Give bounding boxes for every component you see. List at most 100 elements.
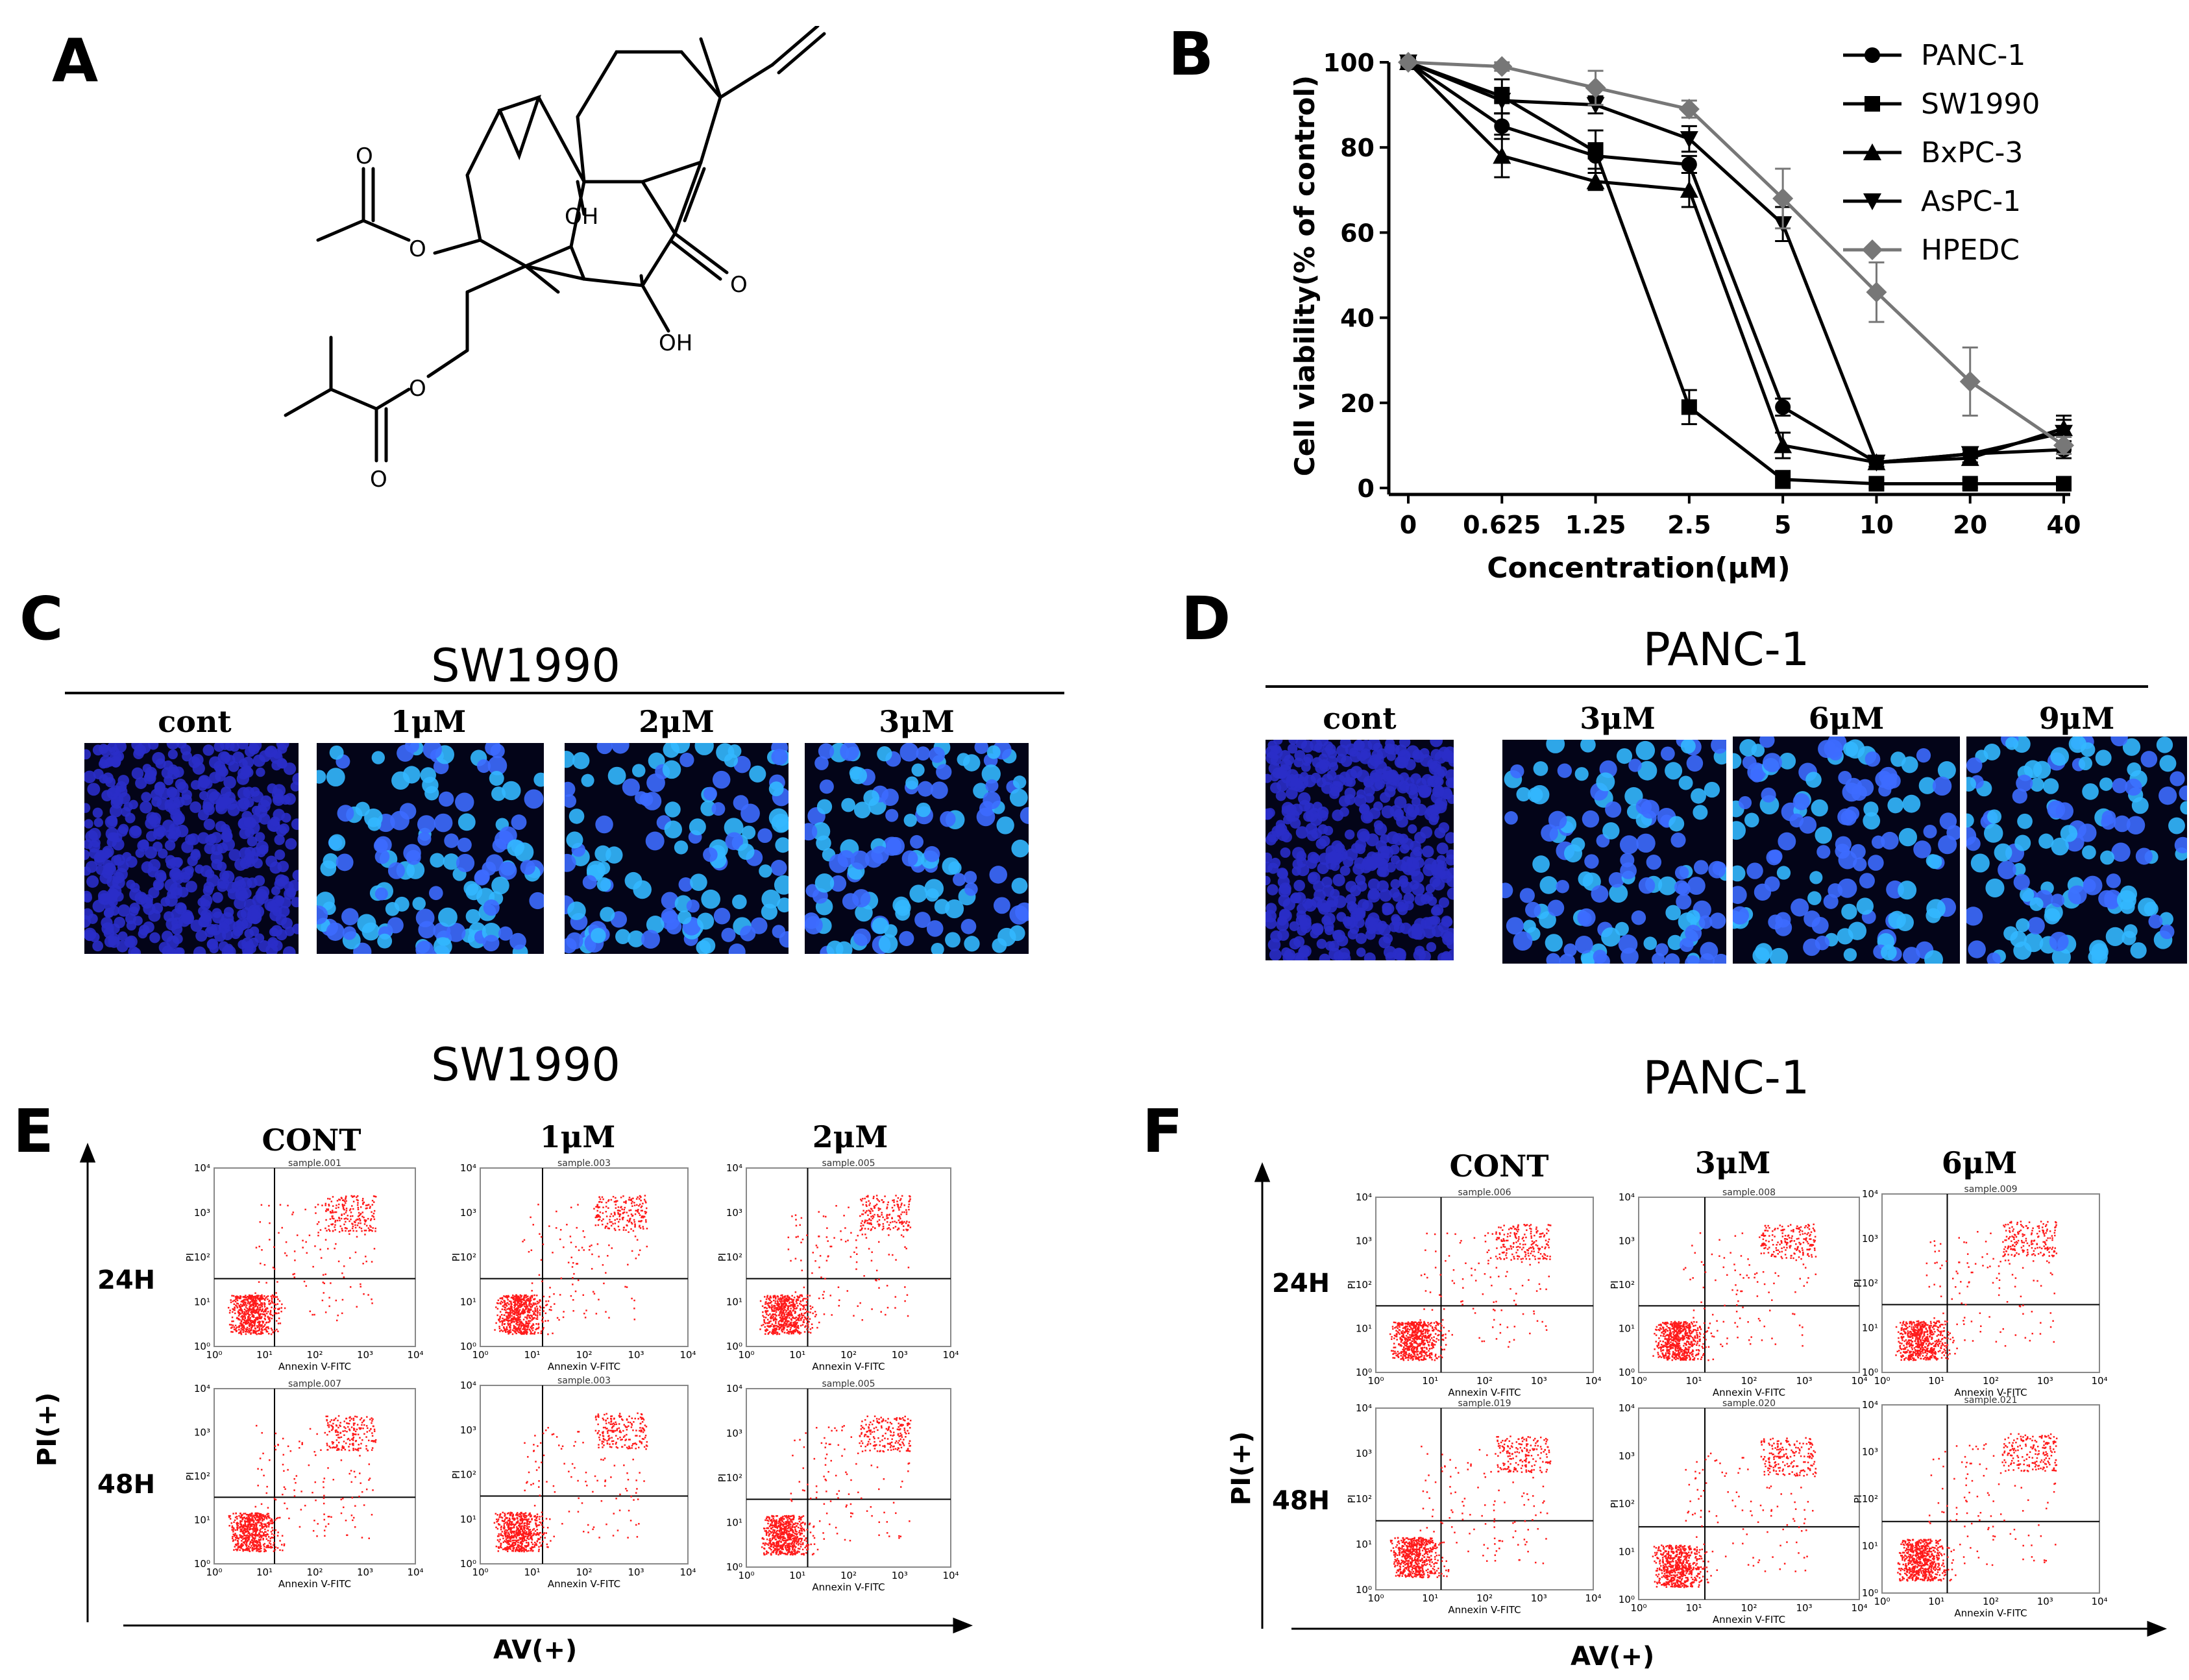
nucleus	[742, 825, 756, 840]
flow-plot: sample.00710⁰10⁰10¹10¹10²10²10³10³10⁴10⁴…	[184, 1379, 424, 1590]
data-point-aspc-1	[1867, 454, 1886, 472]
flow-event	[265, 1296, 268, 1298]
nucleus	[1559, 953, 1576, 964]
nucleus	[759, 864, 772, 878]
nucleus	[158, 848, 168, 859]
flow-event	[501, 1308, 504, 1310]
nucleus	[816, 799, 833, 814]
flow-event	[905, 1228, 907, 1231]
flow-event	[332, 1205, 334, 1207]
nucleus	[1987, 809, 2002, 824]
nucleus	[245, 857, 256, 868]
flow-event	[596, 1214, 598, 1217]
nucleus	[371, 751, 385, 764]
nucleus	[84, 849, 90, 860]
flow-event	[354, 1224, 356, 1226]
flow-event	[508, 1300, 511, 1302]
flow-event	[567, 1261, 570, 1263]
flow-event	[796, 1307, 798, 1309]
nucleus	[477, 759, 491, 773]
nucleus	[1686, 755, 1704, 772]
flow-event	[818, 1266, 820, 1269]
flow-event	[791, 1298, 793, 1301]
nucleus	[1704, 781, 1720, 798]
flow-event	[522, 1328, 524, 1330]
nucleus	[2078, 823, 2097, 842]
flow-event	[526, 1331, 528, 1333]
nucleus	[502, 781, 521, 801]
chart-y-tick-label: 40	[1340, 304, 1375, 333]
flow-event	[269, 1239, 271, 1241]
flow-event	[238, 1312, 241, 1314]
flow-event	[867, 1195, 869, 1197]
flow-event	[869, 1210, 871, 1212]
flow-event	[499, 1321, 501, 1323]
flow-event	[536, 1316, 539, 1318]
flow-event	[766, 1328, 768, 1330]
flow-event	[231, 1316, 234, 1319]
flow-event	[877, 1215, 879, 1217]
flow-event	[500, 1329, 502, 1332]
acetate-o-label: O	[409, 236, 426, 262]
flow-event	[906, 1229, 908, 1232]
flow-event	[634, 1223, 636, 1225]
nucleus	[1430, 761, 1441, 773]
flow-event	[239, 1313, 241, 1315]
flow-event	[251, 1528, 254, 1530]
flow-event	[631, 1205, 633, 1207]
flow-event	[891, 1206, 894, 1209]
flow-event	[775, 1318, 777, 1321]
flow-event	[251, 1321, 254, 1324]
flow-event	[537, 1324, 540, 1326]
flow-event	[321, 1204, 323, 1206]
flow-x-tick-label: 10¹	[524, 1349, 540, 1361]
nucleus	[1733, 906, 1750, 925]
flow-event	[264, 1319, 266, 1321]
flow-event	[262, 1544, 265, 1546]
flow-event	[906, 1294, 909, 1296]
flow-event	[519, 1300, 522, 1302]
nucleus	[1266, 875, 1271, 886]
chart-x-tick-label: 10	[1859, 511, 1894, 539]
flow-event	[893, 1199, 895, 1201]
nucleus	[1386, 862, 1397, 873]
flow-event	[371, 1302, 373, 1304]
flow-event	[764, 1303, 766, 1305]
flow-event	[772, 1313, 774, 1315]
flow-event	[249, 1325, 251, 1328]
flow-event	[243, 1311, 245, 1313]
nucleus	[749, 765, 766, 783]
flow-event	[260, 1297, 262, 1299]
flow-event	[907, 1206, 910, 1208]
flow-event	[779, 1326, 782, 1329]
nucleus	[1432, 785, 1445, 797]
flow-event	[775, 1328, 777, 1330]
flow-event	[250, 1329, 252, 1332]
flow-event	[515, 1319, 517, 1321]
nucleus	[84, 893, 92, 903]
flow-event	[905, 1222, 907, 1224]
nucleus	[221, 929, 234, 941]
flow-event	[782, 1300, 785, 1302]
flow-event	[513, 1326, 515, 1328]
flow-event	[503, 1327, 505, 1329]
nucleus	[86, 875, 99, 888]
flow-event	[633, 1202, 635, 1204]
flow-event	[610, 1224, 613, 1227]
flow-event	[501, 1298, 504, 1300]
flow-event	[259, 1295, 262, 1297]
flow-event	[866, 1222, 869, 1224]
flow-event	[356, 1199, 358, 1201]
nucleus	[835, 941, 853, 954]
flow-event	[779, 1300, 781, 1302]
flow-event	[274, 1519, 276, 1521]
flow-event	[872, 1226, 874, 1228]
nucleus	[661, 892, 679, 910]
flow-event	[236, 1330, 238, 1332]
flow-event	[618, 1210, 620, 1211]
flow-event	[877, 1223, 880, 1226]
flow-event	[270, 1328, 273, 1330]
flow-event	[779, 1311, 781, 1313]
flow-event	[236, 1306, 238, 1309]
flow-event	[783, 1315, 785, 1317]
